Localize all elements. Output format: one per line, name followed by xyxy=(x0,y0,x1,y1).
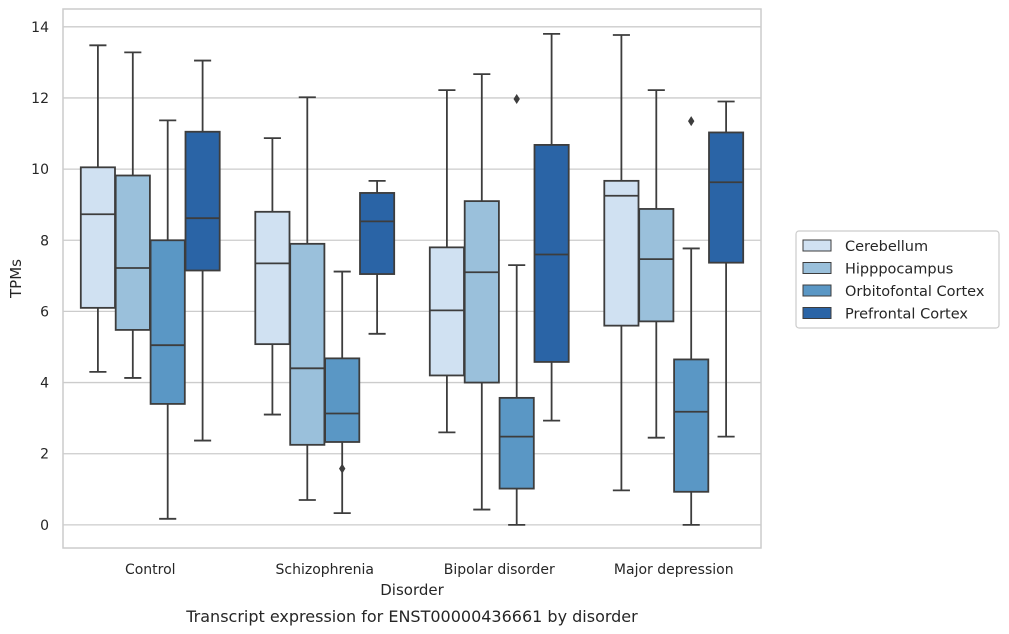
box-1-1 xyxy=(289,96,326,501)
x-axis-label: Disorder xyxy=(380,581,444,599)
box-iqr xyxy=(79,166,116,309)
box-iqr xyxy=(114,174,151,331)
legend-swatch xyxy=(802,284,832,297)
box-0-0 xyxy=(79,44,116,373)
box-3-1 xyxy=(638,89,675,439)
box-2-3 xyxy=(533,33,570,422)
box-1-3 xyxy=(359,179,396,335)
box-iqr xyxy=(533,144,570,363)
y-tick-labels: 0 2 4 6 8 10 12 14 xyxy=(31,20,49,534)
y-tick-label: 8 xyxy=(40,233,49,249)
box-2-1 xyxy=(463,73,500,511)
x-tick-label: Schizophrenia xyxy=(276,562,374,578)
legend-label: Orbitofontal Cortex xyxy=(845,284,985,300)
legend-swatch xyxy=(802,262,832,274)
box-iqr xyxy=(603,179,640,327)
box-0-1 xyxy=(114,51,151,379)
box-iqr xyxy=(498,396,535,490)
box-0-3 xyxy=(184,59,221,442)
chart-caption: Transcript expression for ENST0000043666… xyxy=(185,607,638,626)
legend-label: Hipppocampus xyxy=(845,262,953,278)
box-2-0 xyxy=(428,89,465,434)
y-tick-label: 4 xyxy=(40,376,49,392)
box-iqr xyxy=(254,210,291,346)
box-0-2 xyxy=(149,119,186,520)
box-3-3 xyxy=(708,100,745,438)
box-3-2 xyxy=(673,116,710,526)
x-tick-label: Control xyxy=(125,562,176,578)
box-1-2 xyxy=(324,270,361,515)
legend-swatch xyxy=(802,239,832,252)
outlier-point xyxy=(688,116,695,127)
box-layer xyxy=(79,33,745,526)
legend-item: Prefrontal Cortex xyxy=(802,307,968,323)
y-tick-label: 12 xyxy=(31,91,49,107)
box-3-0 xyxy=(603,34,640,492)
box-iqr xyxy=(673,358,710,493)
outlier-point xyxy=(339,463,346,474)
x-tick-label: Bipolar disorder xyxy=(444,562,555,578)
legend: Cerebellum Hipppocampus Orbitofontal Corte… xyxy=(795,230,1000,329)
y-axis-label: TPMs xyxy=(7,259,25,299)
y-tick-label: 10 xyxy=(31,162,49,178)
legend-item: Orbitofontal Cortex xyxy=(802,284,985,300)
y-tick-label: 6 xyxy=(40,304,49,320)
box-iqr xyxy=(149,239,186,405)
box-iqr xyxy=(324,357,361,443)
y-tick-label: 14 xyxy=(31,20,49,36)
legend-label: Cerebellum xyxy=(845,239,928,255)
x-tick-labels: Control Schizophrenia Bipolar disorder Majo… xyxy=(125,562,734,578)
legend-swatch xyxy=(802,307,832,319)
legend-frame xyxy=(795,230,1000,329)
legend-item: Hipppocampus xyxy=(802,262,953,278)
box-2-2 xyxy=(498,94,535,526)
legend-item: Cerebellum xyxy=(802,239,928,255)
y-tick-label: 2 xyxy=(40,447,49,463)
box-1-0 xyxy=(254,137,291,416)
box-iqr xyxy=(184,130,221,272)
box-iqr xyxy=(708,131,745,264)
x-tick-label: Major depression xyxy=(614,562,734,578)
box-iqr xyxy=(638,208,675,323)
legend-label: Prefrontal Cortex xyxy=(845,307,968,323)
box-iqr xyxy=(359,192,396,275)
box-iqr xyxy=(463,200,500,384)
outlier-point xyxy=(513,94,520,105)
y-tick-label: 0 xyxy=(40,518,49,534)
box-iqr xyxy=(428,246,465,377)
plot-frame xyxy=(62,8,762,549)
box-iqr xyxy=(289,242,326,446)
